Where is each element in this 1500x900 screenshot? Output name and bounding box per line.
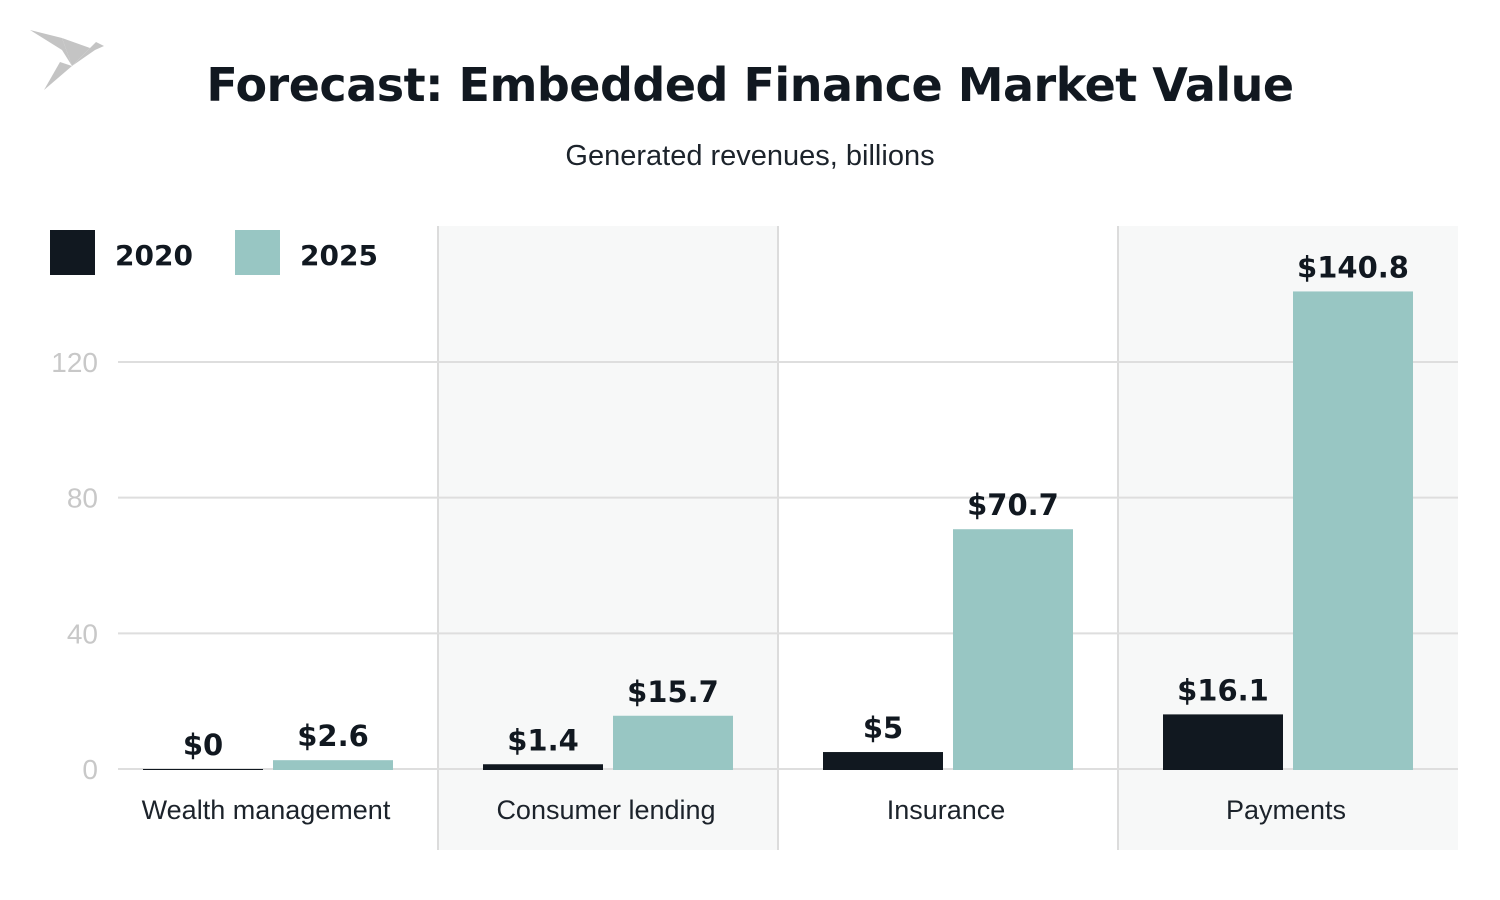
- bar-2020: [1163, 714, 1283, 770]
- chart-subtitle: Generated revenues, billions: [565, 140, 935, 172]
- legend-label: 2025: [300, 239, 378, 272]
- legend-swatch: [50, 230, 95, 275]
- bar-2025: [1293, 291, 1413, 770]
- data-label: $0: [183, 728, 223, 762]
- data-label: $5: [863, 711, 903, 745]
- bar-2025: [273, 760, 393, 770]
- y-tick-label: 0: [82, 754, 98, 785]
- data-label: $16.1: [1177, 673, 1269, 707]
- chart-title: Forecast: Embedded Finance Market Value: [206, 58, 1294, 112]
- y-tick-label: 40: [67, 618, 98, 649]
- legend-label: 2020: [115, 239, 193, 272]
- origami-bird-icon: [30, 30, 104, 90]
- legend-swatch: [235, 230, 280, 275]
- bar-2025: [953, 529, 1073, 770]
- data-label: $70.7: [967, 488, 1059, 522]
- bar-2020: [823, 752, 943, 770]
- y-tick-label: 120: [51, 347, 98, 378]
- y-tick-label: 80: [67, 483, 98, 514]
- category-label: Wealth management: [142, 795, 391, 825]
- category-label: Consumer lending: [496, 795, 715, 825]
- bar-2020: [483, 764, 603, 770]
- bar-2025: [613, 715, 733, 770]
- data-label: $15.7: [627, 675, 719, 709]
- data-label: $2.6: [297, 719, 369, 753]
- category-label: Payments: [1226, 795, 1346, 825]
- data-label: $1.4: [507, 723, 579, 757]
- bar-2020: [143, 769, 263, 770]
- category-label: Insurance: [887, 795, 1006, 825]
- data-label: $140.8: [1297, 250, 1409, 284]
